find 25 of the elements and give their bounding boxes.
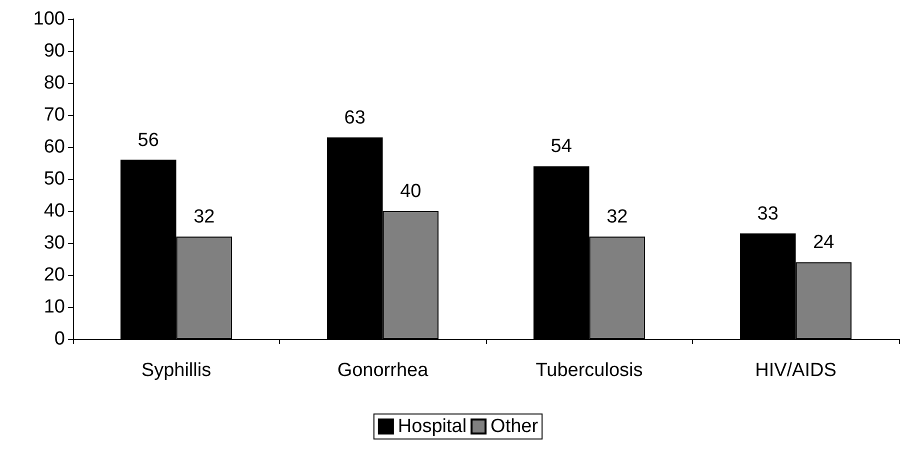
x-tick-label: Syphillis [141,360,212,381]
x-tick-label: Tuberculosis [536,360,643,381]
y-tick-label: 40 [44,200,65,222]
y-tick-label: 20 [44,264,65,286]
x-tick-label: HIV/AIDS [755,360,836,381]
legend-label: Hospital [398,416,467,437]
legend-label: Other [490,416,539,437]
y-tick-label: 60 [44,136,65,158]
data-label: 56 [138,130,159,151]
data-label: 54 [550,136,572,158]
data-label: 40 [400,181,422,202]
data-label: 33 [757,203,778,224]
y-tick-label: 80 [44,72,65,94]
y-tick-label: 10 [44,296,65,318]
y-tick-label: 50 [44,168,65,190]
data-label: 32 [606,206,628,228]
y-tick-label: 90 [44,40,65,62]
x-tick-label: Gonorrhea [337,360,429,381]
y-tick-label: 100 [33,8,65,30]
data-label: 32 [194,206,215,228]
y-tick-label: 0 [54,328,65,350]
data-label: 63 [344,107,366,128]
y-tick-label: 30 [44,232,65,254]
data-label: 24 [813,232,835,254]
y-tick-label: 70 [44,104,65,126]
